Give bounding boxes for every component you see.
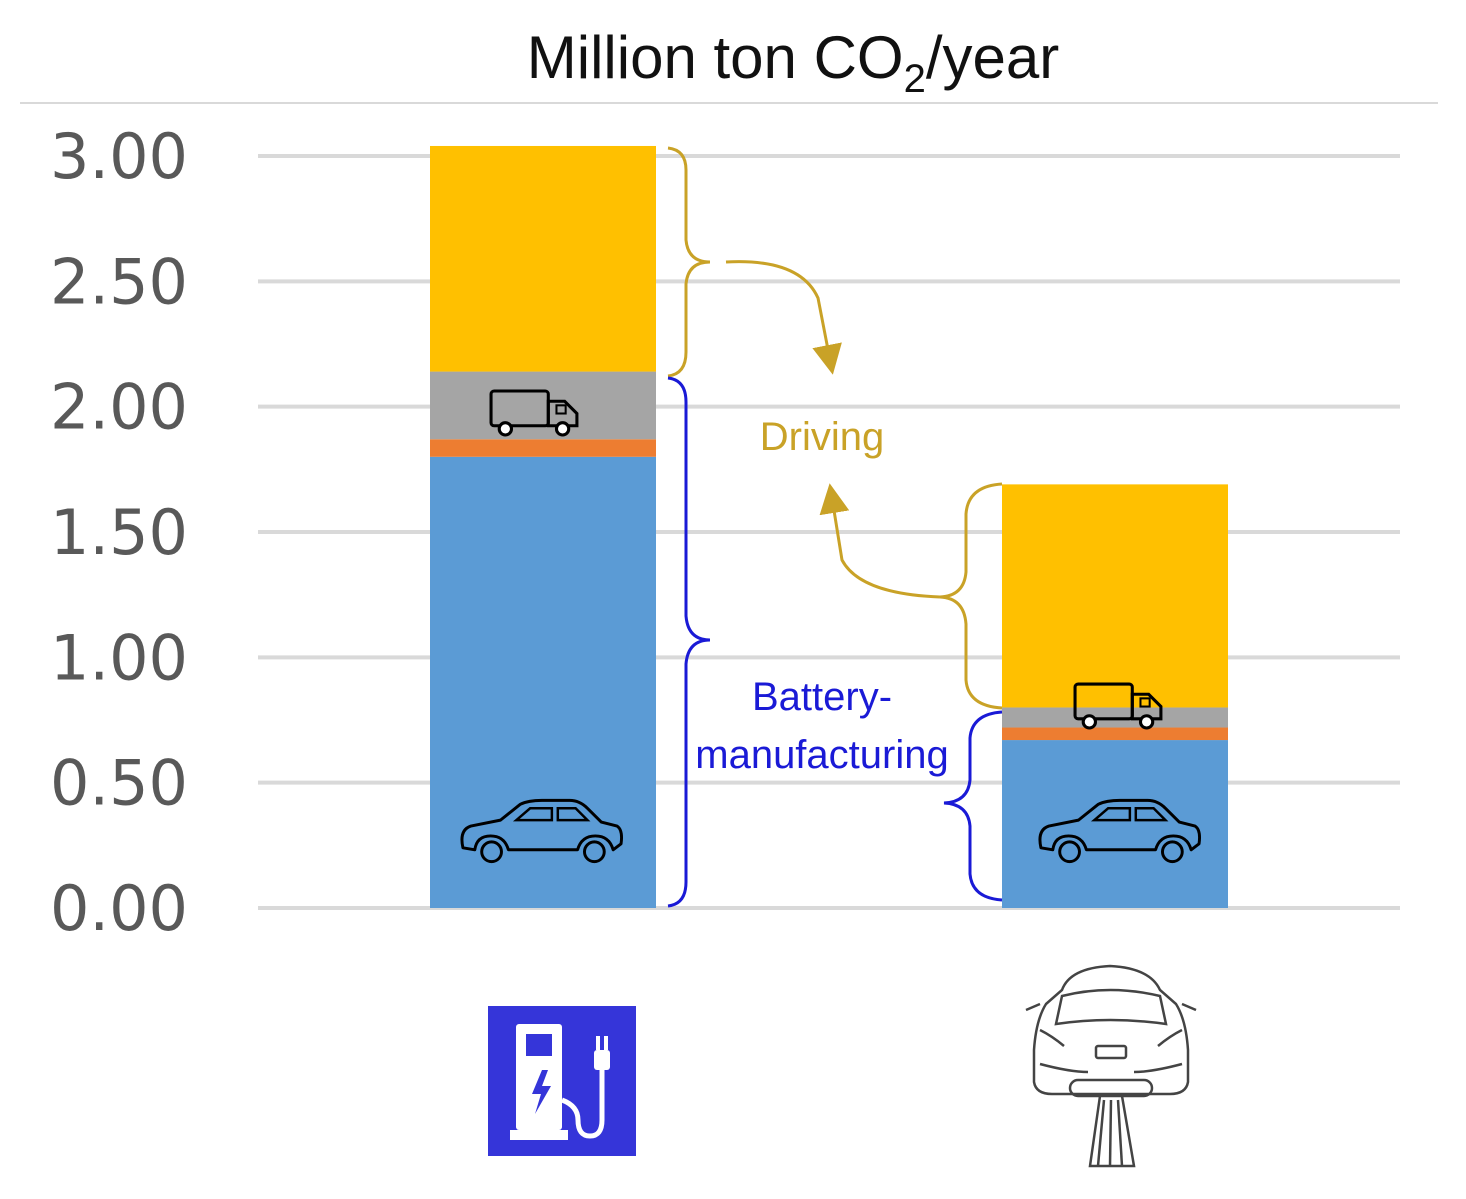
bar-segment-car-charging-station xyxy=(430,456,656,908)
bar-segment-orange-charging-station xyxy=(430,439,656,457)
bar-segment-car-conductive-road xyxy=(1002,740,1228,908)
car-on-road-rail-icon xyxy=(1025,964,1197,1168)
driving-annotation: Driving xyxy=(667,146,1003,710)
battery-bracket-left xyxy=(667,376,711,908)
bar-segment-truck-charging-station xyxy=(430,371,656,440)
ev-charging-station-icon xyxy=(488,1006,636,1156)
bar-segment-driving-conductive-road xyxy=(1002,484,1228,708)
y-tick-label: 2.00 xyxy=(50,371,188,444)
driving-bracket-left xyxy=(667,146,711,378)
y-axis: 0.00 0.50 1.00 1.50 2.00 2.50 3.00 xyxy=(50,120,188,945)
y-tick-label: 3.00 xyxy=(50,120,188,193)
driving-arrow-down xyxy=(725,260,842,375)
driving-arrow-up xyxy=(819,483,941,599)
battery-bracket-right xyxy=(943,710,1003,902)
battery-label-line2: manufacturing xyxy=(695,733,948,777)
bar-segment-orange-conductive-road xyxy=(1002,727,1228,741)
driving-label: Driving xyxy=(760,415,884,459)
y-tick-label: 0.50 xyxy=(50,747,188,820)
gridlines xyxy=(258,154,1400,910)
bar-segment-driving-charging-station xyxy=(430,145,656,372)
battery-label-line1: Battery- xyxy=(752,675,892,719)
y-tick-label: 0.00 xyxy=(50,872,188,945)
y-tick-label: 1.50 xyxy=(50,496,188,569)
bars xyxy=(430,145,1228,908)
driving-bracket-right xyxy=(939,482,1003,710)
y-tick-label: 2.50 xyxy=(50,245,188,318)
y-tick-label: 1.00 xyxy=(50,621,188,694)
chart-title: Million ton CO2/year xyxy=(527,24,1059,101)
battery-annotation: Battery- manufacturing xyxy=(667,376,1003,908)
